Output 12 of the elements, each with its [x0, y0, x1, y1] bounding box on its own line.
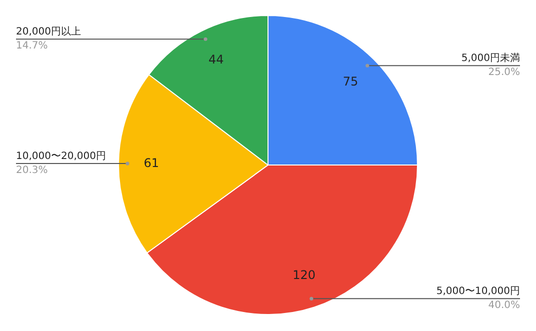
text: 20.3%	[16, 165, 48, 176]
text: 25.0%	[488, 67, 520, 78]
text: 40.0%	[488, 300, 520, 312]
slice-label: 20,000円以上	[16, 26, 81, 38]
data-label: 61	[144, 156, 160, 170]
data-label: 120	[292, 268, 316, 282]
slice-label: 10,000〜20,000円	[16, 151, 106, 162]
text: 14.7%	[16, 40, 48, 52]
slice-label: 5,000円未満	[461, 52, 520, 64]
data-label: 44	[208, 52, 224, 67]
slice-label: 5,000〜10,000円	[436, 286, 520, 298]
data-label: 75	[342, 74, 358, 89]
